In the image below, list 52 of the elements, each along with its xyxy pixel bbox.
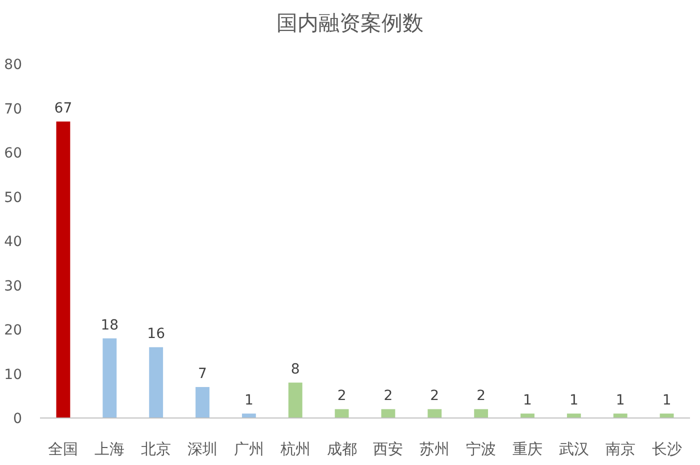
bar bbox=[520, 414, 534, 418]
data-label: 2 bbox=[337, 388, 346, 404]
y-tick-label: 0 bbox=[13, 411, 22, 427]
x-tick-label: 杭州 bbox=[279, 440, 310, 458]
x-tick-label: 全国 bbox=[48, 440, 78, 458]
data-label: 1 bbox=[244, 392, 254, 409]
data-label: 7 bbox=[198, 366, 207, 382]
bar bbox=[242, 414, 256, 418]
x-tick-label: 长沙 bbox=[652, 440, 682, 458]
y-tick-label: 20 bbox=[4, 322, 22, 338]
x-tick-label: 西安 bbox=[373, 440, 404, 458]
x-tick-label: 深圳 bbox=[188, 440, 218, 458]
data-label: 1 bbox=[569, 392, 578, 409]
x-tick-label: 苏州 bbox=[420, 440, 450, 458]
data-label: 1 bbox=[523, 392, 532, 409]
bar bbox=[660, 414, 674, 418]
data-label: 18 bbox=[100, 317, 119, 334]
bar bbox=[613, 414, 628, 418]
bar bbox=[149, 347, 164, 418]
bar bbox=[196, 387, 210, 418]
data-label: 2 bbox=[384, 388, 393, 404]
x-tick-label: 武汉 bbox=[558, 440, 589, 458]
y-tick-label: 80 bbox=[4, 57, 22, 73]
y-tick-label: 50 bbox=[4, 190, 22, 206]
y-tick-label: 40 bbox=[4, 234, 22, 250]
data-label: 2 bbox=[430, 388, 440, 404]
x-tick-label: 广州 bbox=[234, 440, 264, 458]
data-label: 2 bbox=[476, 388, 486, 404]
y-tick-label: 10 bbox=[4, 366, 22, 383]
chart-title: 国内融资案例数 bbox=[276, 11, 424, 35]
bar bbox=[334, 409, 349, 418]
x-tick-label: 上海 bbox=[94, 440, 125, 458]
x-tick-label: 宁波 bbox=[466, 440, 496, 458]
y-tick-label: 30 bbox=[4, 278, 22, 294]
bar bbox=[566, 414, 581, 418]
x-tick-label: 北京 bbox=[141, 440, 172, 458]
x-tick-label: 南京 bbox=[605, 440, 636, 458]
x-tick-label: 成都 bbox=[326, 440, 357, 458]
data-label: 8 bbox=[290, 362, 300, 378]
y-tick-label: 60 bbox=[4, 146, 22, 162]
bar bbox=[381, 409, 396, 418]
data-label: 1 bbox=[616, 392, 625, 409]
bar bbox=[56, 122, 70, 418]
bar bbox=[102, 338, 117, 418]
data-label: 1 bbox=[662, 392, 672, 409]
data-label: 16 bbox=[147, 326, 166, 342]
data-label: 67 bbox=[54, 100, 72, 117]
bar bbox=[428, 409, 442, 418]
x-tick-label: 重庆 bbox=[512, 440, 542, 458]
bar bbox=[288, 382, 302, 418]
y-tick-label: 70 bbox=[4, 101, 22, 118]
bar bbox=[474, 409, 488, 418]
